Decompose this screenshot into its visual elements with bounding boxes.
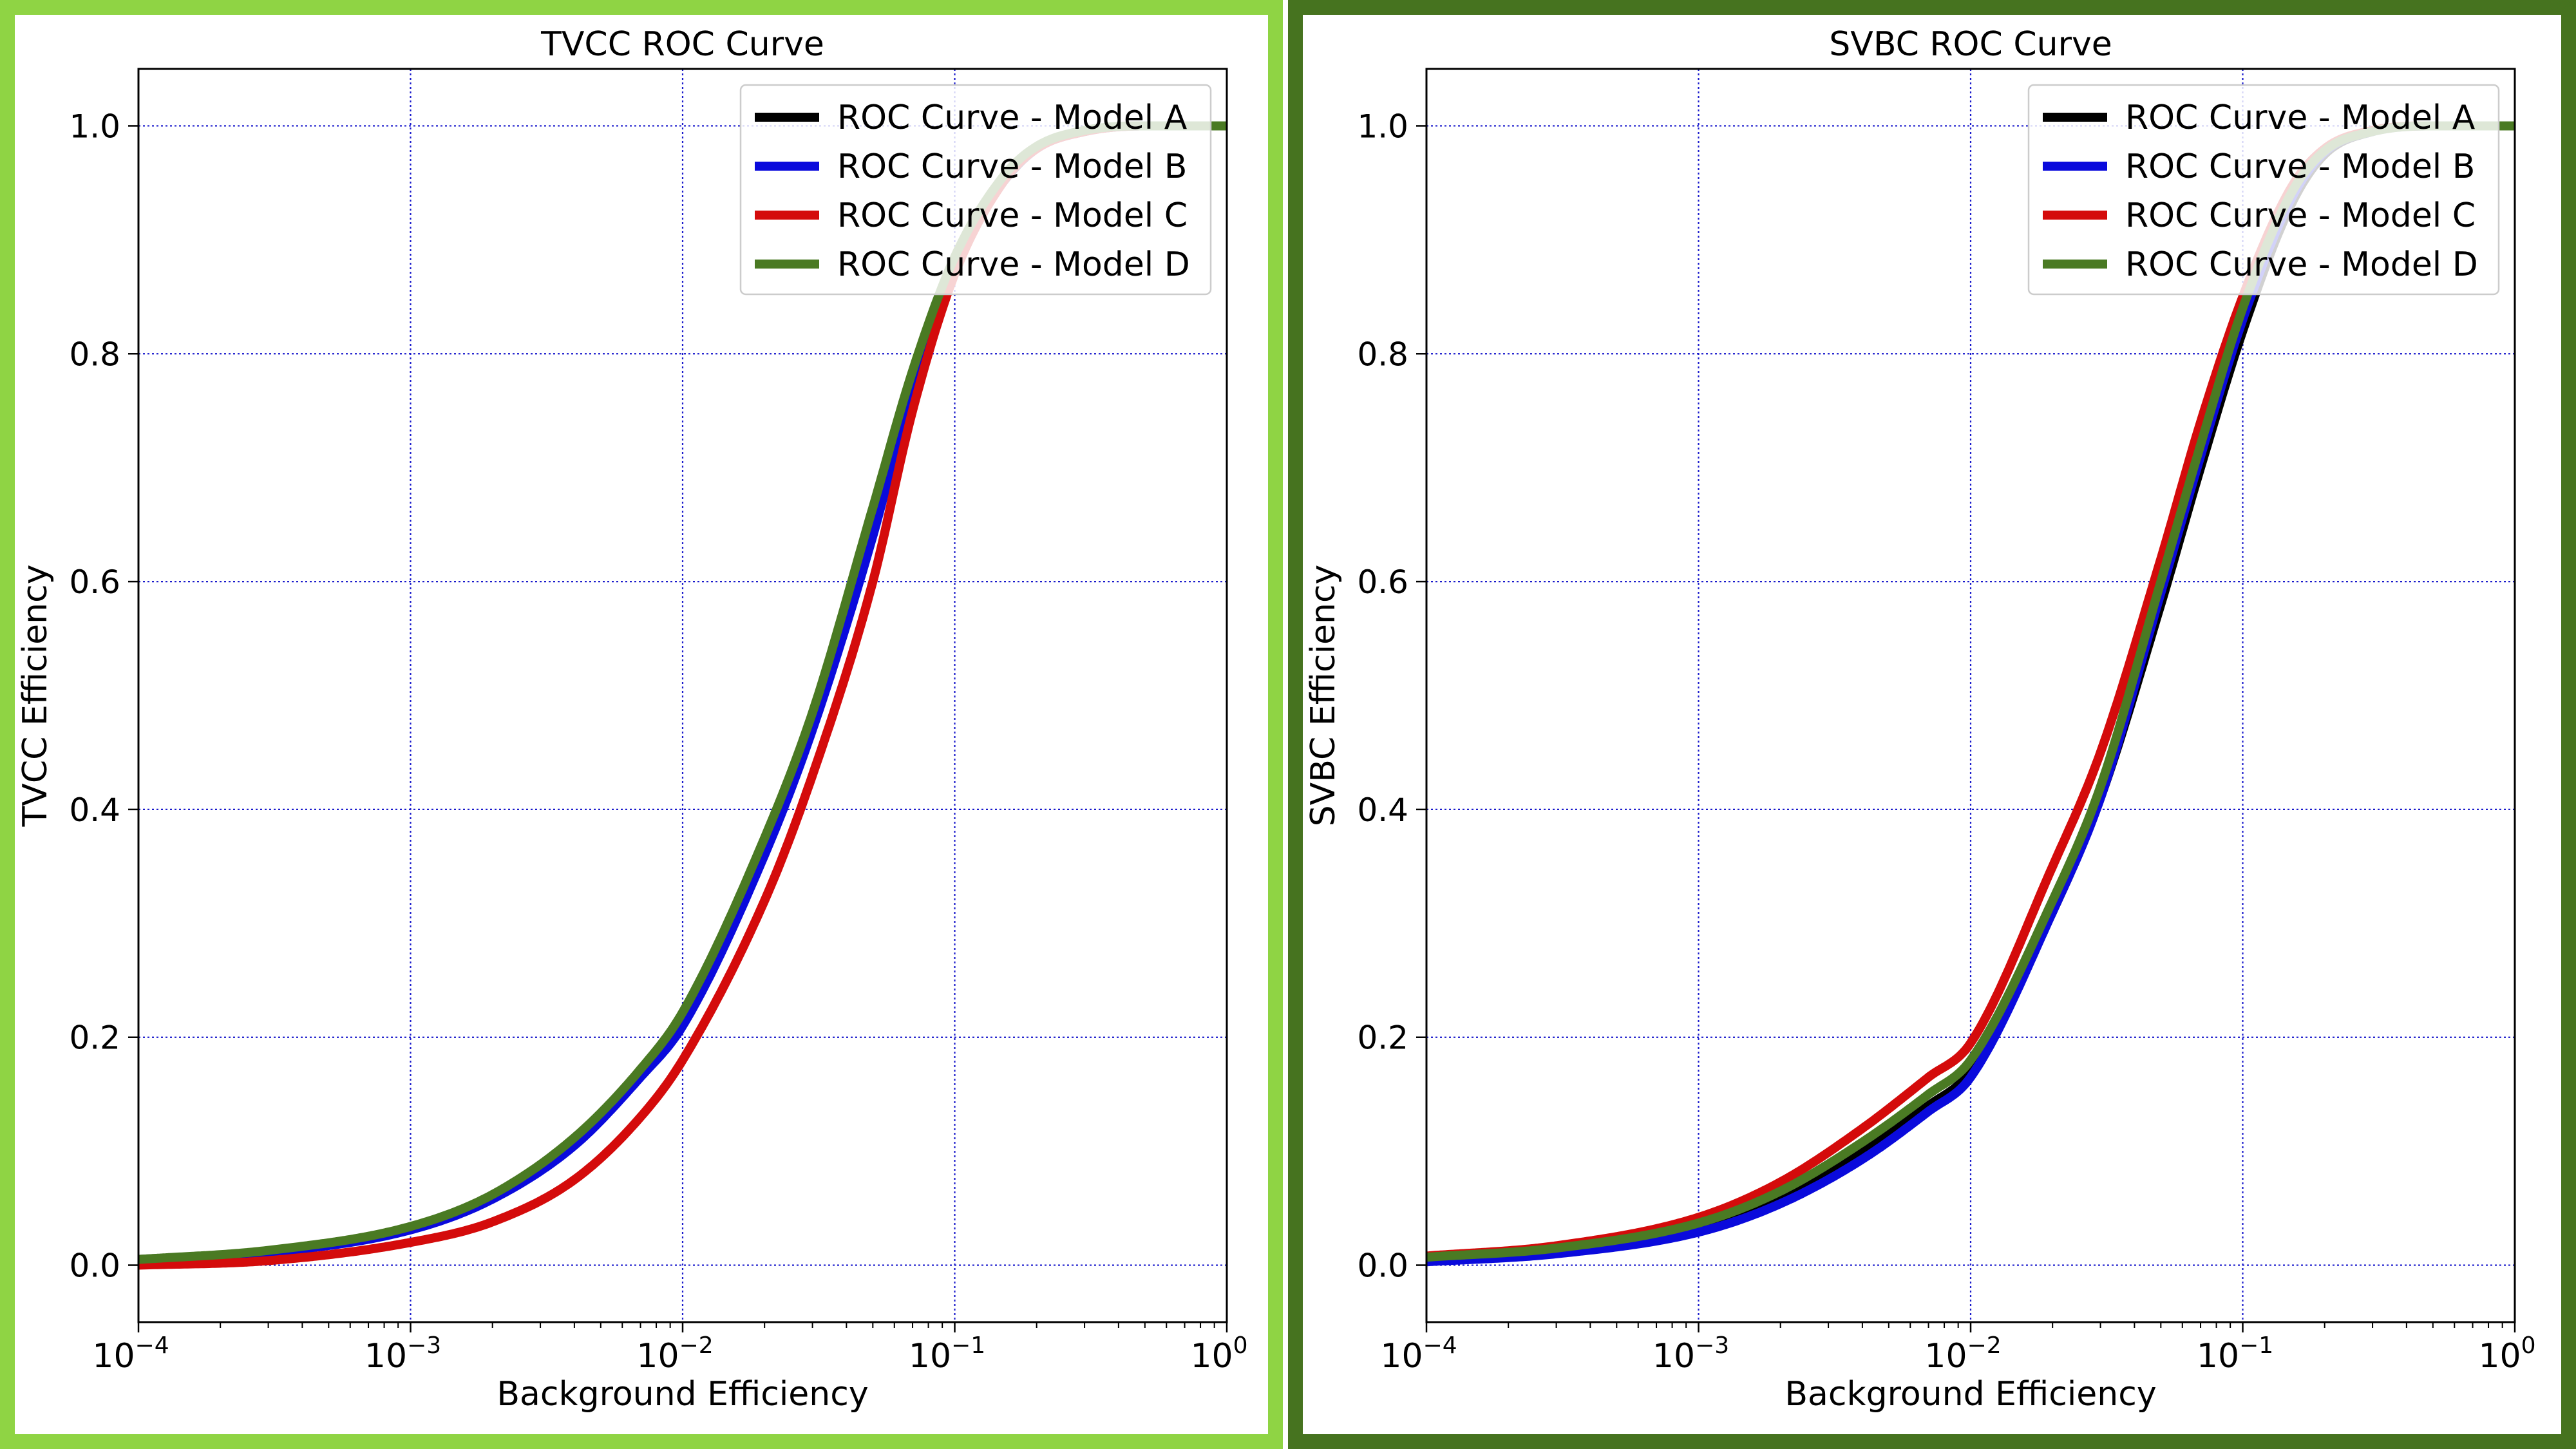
legend-label: ROC Curve - Model B	[837, 147, 1187, 186]
legend-label: ROC Curve - Model D	[837, 245, 1190, 284]
x-tick-label: 10−3	[1653, 1332, 1729, 1376]
axes-frame	[137, 68, 1228, 1323]
x-tick-label: 10−1	[909, 1332, 985, 1376]
x-tick-label: 10−4	[1380, 1332, 1457, 1376]
x-tick-exponent: −2	[1967, 1332, 2002, 1359]
x-tick-label: 10−4	[92, 1332, 169, 1376]
x-tick-label: 10−2	[636, 1332, 713, 1376]
legend-label: ROC Curve - Model A	[2125, 99, 2476, 137]
y-tick-label: 0.6	[69, 564, 120, 601]
x-axis-label: Background Efficiency	[1785, 1375, 2156, 1414]
y-tick-label: 0.6	[1357, 564, 1408, 601]
x-tick-exponent: −1	[951, 1332, 985, 1359]
legend-label: ROC Curve - Model B	[2125, 147, 2475, 186]
x-tick-label: 10−3	[365, 1332, 441, 1376]
axes-frame	[1425, 68, 2516, 1323]
y-tick-label: 0.0	[1357, 1247, 1408, 1285]
legend-label: ROC Curve - Model C	[837, 196, 1188, 235]
x-tick-exponent: 0	[1233, 1332, 1248, 1359]
y-tick-label: 0.8	[69, 336, 120, 373]
x-tick-exponent: −3	[407, 1332, 441, 1359]
x-tick-exponent: −2	[679, 1332, 714, 1359]
y-tick-label: 1.0	[1357, 108, 1408, 145]
x-axis-label: Background Efficiency	[497, 1375, 868, 1414]
chart-title: TVCC ROC Curve	[540, 25, 824, 64]
x-tick-label: 100	[1190, 1332, 1247, 1376]
y-tick-label: 0.0	[69, 1247, 120, 1285]
y-tick-label: 0.4	[1357, 791, 1408, 829]
y-tick-label: 0.2	[1357, 1019, 1408, 1057]
y-tick-label: 0.4	[69, 791, 120, 829]
panel-divider	[1283, 0, 1288, 1449]
y-tick-label: 0.2	[69, 1019, 120, 1057]
chart-svbc: 10−4 10−3 10−2 10−1 100 0.0 0.2 0.4 0.6 0.8 1.0 ROC…	[1304, 25, 2536, 1414]
x-tick-label: 10−2	[1924, 1332, 2001, 1376]
y-tick-label: 0.8	[1357, 336, 1408, 373]
legend-box	[739, 84, 1212, 296]
chart-title: SVBC ROC Curve	[1829, 25, 2112, 64]
x-tick-exponent: −4	[135, 1332, 169, 1359]
x-tick-exponent: −3	[1695, 1332, 1729, 1359]
x-tick-exponent: 0	[2521, 1332, 2536, 1359]
x-tick-exponent: −1	[2239, 1332, 2273, 1359]
legend-box	[2027, 84, 2500, 296]
y-axis-label: TVCC Efficiency	[16, 565, 55, 828]
y-tick-label: 1.0	[69, 108, 120, 145]
y-axis-label: SVBC Efficiency	[1304, 565, 1343, 827]
legend-label: ROC Curve - Model A	[837, 99, 1188, 137]
chart-tvcc: 10−4 10−3 10−2 10−1 100 0.0 0.2 0.4 0.6 0.8 1.0 ROC…	[16, 25, 1248, 1414]
x-tick-exponent: −4	[1423, 1332, 1457, 1359]
legend-label: ROC Curve - Model D	[2125, 245, 2478, 284]
x-tick-label: 10−1	[2197, 1332, 2273, 1376]
legend-label: ROC Curve - Model C	[2125, 196, 2476, 235]
x-tick-label: 100	[2478, 1332, 2535, 1376]
